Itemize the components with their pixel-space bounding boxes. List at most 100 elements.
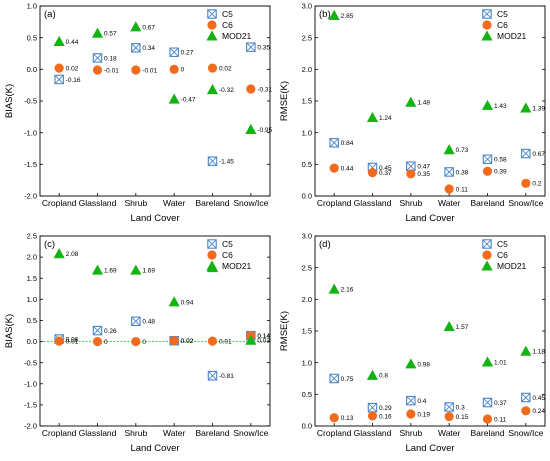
y-axis-title: BIAS(K) xyxy=(4,84,15,118)
data-point-c5 xyxy=(521,148,531,159)
y-tick-label: 2.5 xyxy=(302,263,312,272)
data-point-c6 xyxy=(367,167,378,178)
data-label: 0.47 xyxy=(417,164,430,171)
data-point-mod21 xyxy=(443,320,455,332)
x-tick-label: Cropland xyxy=(42,198,77,208)
data-label: 1.39 xyxy=(532,105,545,112)
data-point-c5 xyxy=(207,371,218,381)
y-tick-label: -1.5 xyxy=(24,160,37,169)
data-point-mod21 xyxy=(443,144,455,155)
data-label: 1.69 xyxy=(104,268,117,275)
data-label: 0.39 xyxy=(494,169,507,176)
data-label: 0.38 xyxy=(456,169,469,176)
data-point-c5 xyxy=(54,74,64,85)
data-label: 0 xyxy=(181,67,185,74)
data-point-mod21 xyxy=(206,84,219,95)
data-label: 0.98 xyxy=(417,361,430,368)
data-label: 0.44 xyxy=(66,39,79,46)
data-point-c5 xyxy=(406,395,416,406)
chart-panel: -2.0 -1.5 -1.0 -0.5 0.0 0.5 1.0 1.5 2.0 2.5 Cropla… xyxy=(4,232,271,454)
x-tick-label: Bareland xyxy=(470,198,504,208)
data-label: -0.47 xyxy=(181,97,196,104)
data-label: 0.45 xyxy=(532,395,545,402)
data-label: -0.31 xyxy=(257,86,272,93)
data-label: 0.57 xyxy=(104,31,117,38)
plot-frame xyxy=(39,235,271,427)
data-point-c5 xyxy=(329,373,339,384)
data-point-c6 xyxy=(169,336,179,346)
x-tick-label: Snow/Ice xyxy=(233,428,268,438)
data-label: -0.95 xyxy=(257,127,272,134)
data-label: 0.75 xyxy=(341,376,354,383)
data-point-c5 xyxy=(131,316,141,327)
x-tick-label: Shrub xyxy=(124,198,147,208)
legend-marker-mod21 xyxy=(481,30,493,41)
data-label: 0.16 xyxy=(379,413,392,420)
data-point-c5 xyxy=(92,53,103,63)
data-point-c5 xyxy=(444,402,454,412)
legend-marker-c6 xyxy=(482,20,492,30)
y-tick-label: 0.5 xyxy=(302,390,312,399)
data-label: 0.01 xyxy=(219,339,232,346)
data-point-mod21 xyxy=(130,264,142,275)
y-tick-label: 0.5 xyxy=(27,33,37,42)
data-label: 0.8 xyxy=(379,373,388,380)
panel-label: (d) xyxy=(319,239,331,250)
data-point-c5 xyxy=(169,47,179,57)
legend-label: C6 xyxy=(497,20,508,30)
x-tick-label: Water xyxy=(163,198,186,208)
x-tick-label: Water xyxy=(163,428,186,438)
data-point-mod21 xyxy=(366,111,379,122)
data-label: 0.24 xyxy=(532,408,545,415)
x-tick-label: Bareland xyxy=(195,198,229,208)
data-point-c6 xyxy=(169,64,179,74)
data-label: 0.02 xyxy=(66,65,79,72)
data-point-mod21 xyxy=(481,356,494,367)
data-label: 0.73 xyxy=(456,147,469,154)
data-point-c6 xyxy=(444,184,454,194)
y-tick-label: 0.0 xyxy=(27,65,37,74)
legend-label: C6 xyxy=(497,250,508,260)
data-label: 0.44 xyxy=(341,166,354,173)
data-label: 0.34 xyxy=(142,45,155,52)
data-point-c6 xyxy=(444,411,454,422)
data-point-c5 xyxy=(329,138,339,148)
y-axis-title: RMSE(K) xyxy=(279,81,290,121)
y-tick-label: -1.5 xyxy=(24,400,37,409)
y-tick-label: 0.0 xyxy=(302,192,312,201)
x-axis-title: Land Cover xyxy=(130,443,179,454)
x-tick-label: Shrub xyxy=(399,428,422,438)
data-point-c6 xyxy=(54,63,64,73)
data-label: 0.02 xyxy=(181,338,194,345)
y-tick-label: 1.5 xyxy=(27,274,37,283)
data-label: 0.02 xyxy=(219,65,232,72)
y-tick-label: -0.5 xyxy=(24,358,37,367)
x-axis-title: Land Cover xyxy=(405,213,454,224)
legend-label: MOD21 xyxy=(222,31,252,41)
data-point-mod21 xyxy=(328,283,340,294)
data-label: 2.16 xyxy=(341,287,354,294)
data-label: 1.01 xyxy=(494,359,507,366)
data-label: 0.14 xyxy=(257,333,270,340)
y-tick-label: 1.0 xyxy=(27,2,37,11)
data-point-mod21 xyxy=(520,102,532,113)
data-label: 0.4 xyxy=(417,398,426,405)
x-tick-label: Cropland xyxy=(42,428,77,438)
data-label: 0.27 xyxy=(181,50,194,57)
y-tick-label: 2.5 xyxy=(302,33,312,42)
data-label: 0.06 xyxy=(66,336,79,343)
data-point-c6 xyxy=(329,413,339,423)
chart-panel: -2.0 -1.5 -1.0 -0.5 0.0 0.5 1.0 Cropland Glassla… xyxy=(4,2,273,224)
data-point-mod21 xyxy=(245,334,257,345)
y-tick-label: 0.0 xyxy=(27,337,37,346)
y-tick-label: 1.0 xyxy=(302,128,312,137)
y-tick-label: -2.0 xyxy=(24,422,37,431)
data-label: 0.11 xyxy=(494,416,507,423)
x-axis-title: Land Cover xyxy=(405,443,454,454)
data-point-c5 xyxy=(406,161,416,171)
chart-panel: 0.0 0.5 1.0 1.5 2.0 2.5 3.0 Cropland Glassland Sh… xyxy=(279,2,546,224)
panel-label: (b) xyxy=(319,9,331,20)
legend-marker-mod21 xyxy=(481,260,493,271)
data-label: 0.29 xyxy=(379,405,392,412)
legend-label: MOD21 xyxy=(497,31,527,41)
